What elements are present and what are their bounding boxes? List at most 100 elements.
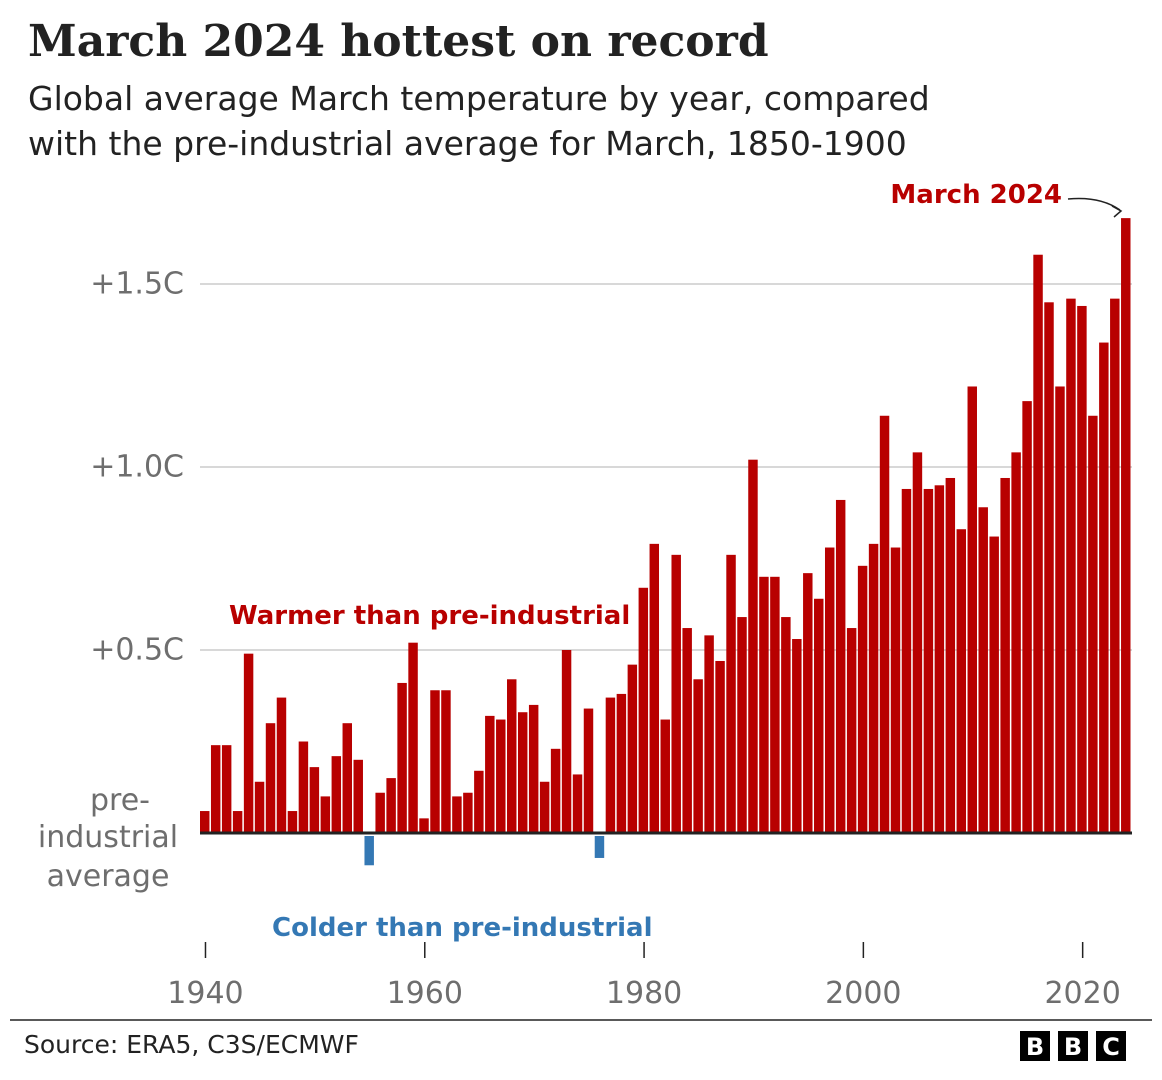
bbc-logo-block-2 bbox=[1058, 1031, 1088, 1061]
bar-2008 bbox=[945, 477, 956, 833]
bbc-logo: B B C bbox=[1020, 1031, 1126, 1061]
bar-1951 bbox=[320, 796, 331, 833]
bar-2012 bbox=[989, 536, 999, 833]
bar-2011 bbox=[978, 507, 988, 833]
bar-1954 bbox=[353, 759, 363, 833]
bar-1975 bbox=[583, 708, 594, 833]
bar-2002 bbox=[879, 415, 890, 833]
source-note: Source: ERA5, C3S/ECMWF bbox=[24, 1030, 359, 1059]
bar-2003 bbox=[890, 547, 901, 833]
bar-1976 bbox=[594, 836, 605, 858]
bar-2004 bbox=[901, 488, 912, 833]
bar-1972 bbox=[550, 748, 561, 833]
bar-1959 bbox=[408, 642, 418, 833]
bar-1950 bbox=[309, 767, 320, 833]
baseline-label-line-1: pre- bbox=[90, 783, 150, 818]
bar-2024 bbox=[1121, 218, 1131, 833]
annotation-march-2024: March 2024 bbox=[890, 180, 1062, 210]
chart-title: March 2024 hottest on record bbox=[28, 16, 769, 67]
y-tick-label-0-5: +0.5C bbox=[90, 633, 184, 668]
bar-1962 bbox=[441, 690, 451, 833]
bar-1991 bbox=[759, 576, 769, 833]
x-tick-label-1960: 1960 bbox=[387, 976, 463, 1011]
bar-2017 bbox=[1044, 302, 1054, 833]
bar-1968 bbox=[507, 679, 517, 833]
bar-1956 bbox=[375, 792, 385, 833]
bbc-logo-block-3 bbox=[1096, 1031, 1126, 1061]
baseline-label: pre- industrial average bbox=[38, 783, 178, 894]
bar-1969 bbox=[517, 712, 528, 833]
bar-2015 bbox=[1022, 401, 1032, 833]
bar-2001 bbox=[868, 543, 879, 833]
annotation-arrow bbox=[1067, 197, 1121, 211]
bar-1942 bbox=[221, 745, 232, 833]
annotation-colder: Colder than pre-industrial bbox=[272, 913, 653, 943]
bar-1995 bbox=[803, 573, 813, 833]
bar-1994 bbox=[792, 639, 802, 833]
bar-1993 bbox=[781, 617, 791, 833]
bar-1952 bbox=[331, 756, 342, 833]
bar-1943 bbox=[232, 811, 243, 833]
bar-2010 bbox=[967, 386, 977, 833]
chart-subtitle-line-2: with the pre-industrial average for Marc… bbox=[28, 124, 907, 163]
bar-2018 bbox=[1055, 386, 1065, 833]
bar-1980 bbox=[638, 587, 649, 833]
chart-subtitle-line-1: Global average March temperature by year… bbox=[28, 79, 930, 118]
bar-1989 bbox=[737, 617, 747, 833]
bar-1957 bbox=[386, 778, 396, 833]
bar-1941 bbox=[210, 745, 221, 833]
bar-1945 bbox=[254, 781, 265, 833]
bar-1961 bbox=[430, 690, 440, 833]
bars bbox=[200, 218, 1131, 866]
bar-1981 bbox=[649, 543, 660, 833]
bar-2022 bbox=[1099, 342, 1109, 833]
bbc-logo-letter-2: B bbox=[1064, 1033, 1082, 1061]
y-tick-label-1-5: +1.5C bbox=[90, 267, 184, 302]
x-tick-label-2000: 2000 bbox=[825, 976, 901, 1011]
bar-2009 bbox=[956, 529, 967, 833]
bar-1955 bbox=[364, 836, 374, 866]
bar-1973 bbox=[561, 650, 572, 833]
annotation-arrowhead bbox=[1111, 205, 1123, 218]
bar-1946 bbox=[265, 723, 276, 833]
y-axis-labels: +1.5C +1.0C +0.5C bbox=[90, 267, 184, 668]
bar-1998 bbox=[835, 499, 846, 833]
bar-1992 bbox=[770, 576, 780, 833]
bbc-logo-letter-1: B bbox=[1026, 1033, 1044, 1061]
y-tick-label-1-0: +1.0C bbox=[90, 450, 184, 485]
bar-1983 bbox=[671, 554, 681, 833]
bbc-logo-block-1 bbox=[1020, 1031, 1050, 1061]
bar-2019 bbox=[1066, 298, 1076, 833]
bar-1958 bbox=[397, 682, 407, 833]
x-tick-label-1940: 1940 bbox=[167, 976, 243, 1011]
bar-1977 bbox=[605, 697, 616, 833]
bar-1967 bbox=[496, 719, 506, 833]
bar-2006 bbox=[923, 488, 934, 833]
bar-1948 bbox=[287, 811, 298, 833]
bar-1974 bbox=[572, 774, 583, 833]
bar-1996 bbox=[814, 598, 824, 833]
bar-2021 bbox=[1088, 415, 1098, 833]
bar-1960 bbox=[419, 818, 429, 833]
bar-1970 bbox=[528, 704, 539, 833]
bar-1971 bbox=[539, 781, 550, 833]
bar-1985 bbox=[693, 679, 703, 833]
bar-1979 bbox=[627, 664, 638, 833]
bar-1966 bbox=[485, 715, 495, 833]
x-axis: 1940 1960 1980 2000 2020 bbox=[167, 942, 1121, 1011]
bar-1944 bbox=[243, 653, 254, 833]
bar-1987 bbox=[715, 660, 725, 833]
baseline-label-line-2: industrial bbox=[38, 820, 178, 855]
bar-1964 bbox=[463, 792, 473, 833]
bar-2014 bbox=[1011, 452, 1021, 833]
bar-2020 bbox=[1077, 305, 1087, 834]
bar-1988 bbox=[726, 554, 736, 833]
bar-1949 bbox=[298, 741, 309, 833]
bar-1963 bbox=[452, 796, 462, 833]
annotation-warmer: Warmer than pre-industrial bbox=[229, 601, 630, 631]
bar-2023 bbox=[1110, 298, 1120, 833]
bar-1965 bbox=[474, 770, 484, 833]
bar-2013 bbox=[1000, 477, 1010, 833]
bar-2000 bbox=[857, 565, 868, 833]
